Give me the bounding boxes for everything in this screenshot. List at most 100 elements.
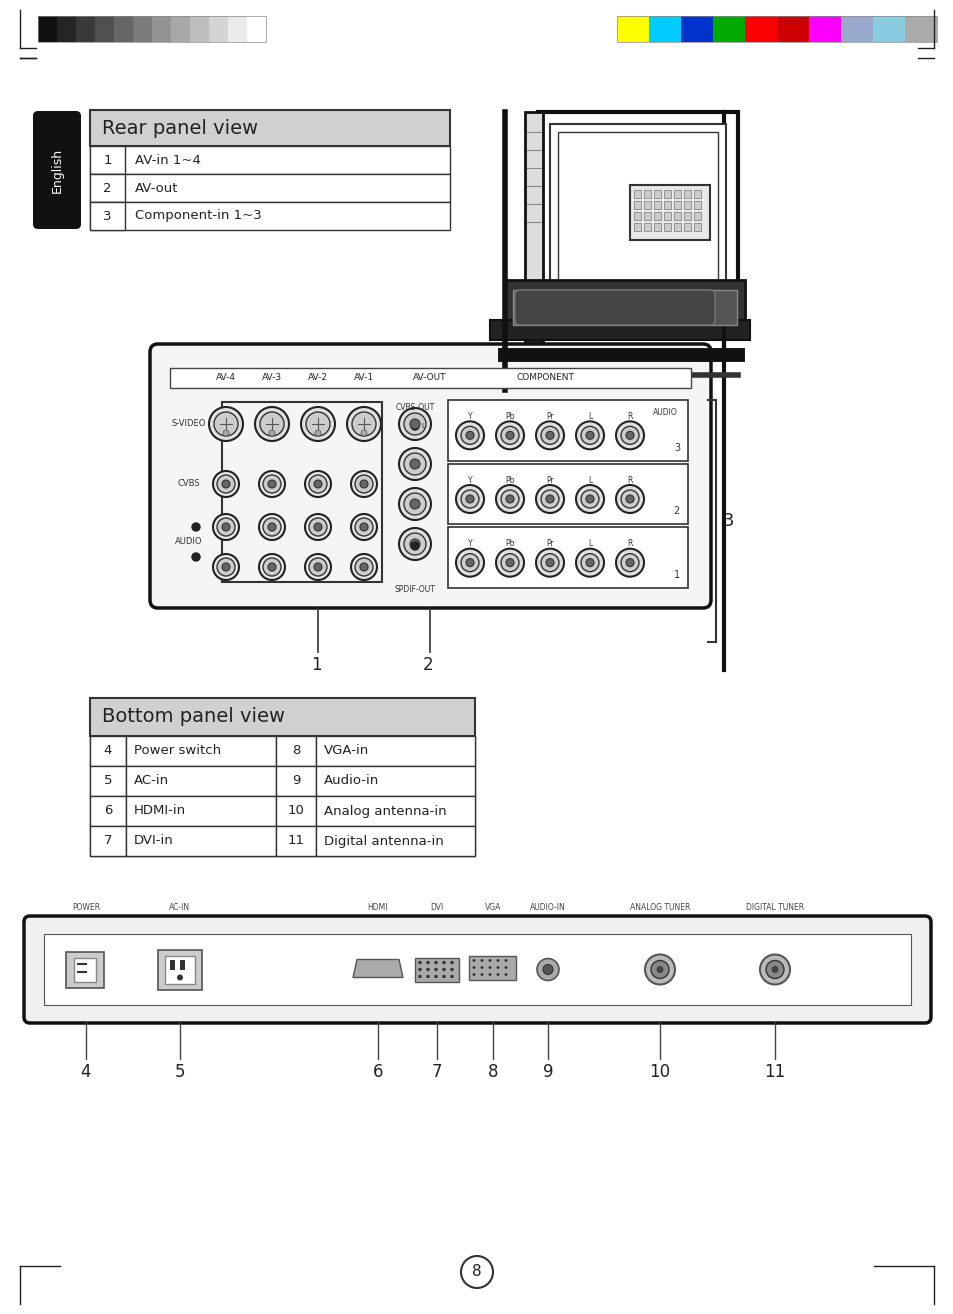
Circle shape xyxy=(497,974,498,976)
Text: AV-1: AV-1 xyxy=(354,373,374,382)
Bar xyxy=(90,736,126,766)
Circle shape xyxy=(355,518,373,536)
Text: 6: 6 xyxy=(373,1063,383,1081)
Text: 1: 1 xyxy=(103,154,112,167)
Bar xyxy=(132,16,152,42)
Circle shape xyxy=(254,407,289,442)
Bar xyxy=(152,16,171,42)
Bar xyxy=(448,464,687,524)
Circle shape xyxy=(616,549,643,577)
Circle shape xyxy=(314,480,322,487)
Circle shape xyxy=(480,974,482,976)
FancyBboxPatch shape xyxy=(150,344,710,608)
Bar xyxy=(693,191,700,198)
Bar xyxy=(654,212,660,219)
Circle shape xyxy=(500,490,518,509)
Bar xyxy=(673,201,680,209)
Circle shape xyxy=(359,480,368,487)
Bar xyxy=(38,16,57,42)
Circle shape xyxy=(473,959,475,962)
Text: HDMI: HDMI xyxy=(367,904,388,912)
Text: Y: Y xyxy=(467,476,472,485)
Bar xyxy=(315,766,475,796)
Text: 10: 10 xyxy=(649,1063,670,1081)
Bar xyxy=(126,736,275,766)
Bar xyxy=(90,827,475,855)
Circle shape xyxy=(268,480,275,487)
Bar xyxy=(448,399,687,461)
Bar xyxy=(90,146,125,173)
Circle shape xyxy=(465,431,474,439)
Text: 2: 2 xyxy=(673,506,679,516)
Circle shape xyxy=(545,431,554,439)
Bar xyxy=(683,191,690,198)
Text: VGA: VGA xyxy=(484,904,500,912)
Text: Rear panel view: Rear panel view xyxy=(102,118,258,138)
Circle shape xyxy=(585,495,594,503)
Bar xyxy=(643,223,650,231)
Bar xyxy=(524,112,542,342)
Text: 8: 8 xyxy=(292,745,300,757)
Circle shape xyxy=(192,553,200,561)
Text: 2: 2 xyxy=(422,656,433,674)
Circle shape xyxy=(580,426,598,444)
Bar xyxy=(712,16,744,42)
Circle shape xyxy=(426,961,429,964)
Circle shape xyxy=(403,493,426,515)
Bar xyxy=(469,955,516,979)
Circle shape xyxy=(213,514,239,540)
Bar xyxy=(275,827,315,855)
Circle shape xyxy=(456,485,483,512)
Bar xyxy=(683,212,690,219)
Circle shape xyxy=(650,961,668,979)
Circle shape xyxy=(496,549,523,577)
Circle shape xyxy=(442,961,445,964)
Circle shape xyxy=(460,426,478,444)
Text: Component-in 1~3: Component-in 1~3 xyxy=(135,209,261,222)
Circle shape xyxy=(536,422,563,449)
Bar xyxy=(504,280,744,335)
Circle shape xyxy=(434,975,437,978)
Bar xyxy=(247,16,266,42)
Circle shape xyxy=(263,474,281,493)
Circle shape xyxy=(411,422,418,430)
Circle shape xyxy=(398,409,431,440)
Circle shape xyxy=(410,419,419,428)
Bar xyxy=(90,827,126,855)
Circle shape xyxy=(305,555,331,579)
Circle shape xyxy=(540,490,558,509)
Text: 7: 7 xyxy=(104,834,112,848)
Bar xyxy=(617,16,648,42)
Bar xyxy=(673,191,680,198)
Bar xyxy=(663,201,670,209)
Circle shape xyxy=(760,954,789,984)
Circle shape xyxy=(576,485,603,512)
Circle shape xyxy=(625,558,634,566)
Text: DVI: DVI xyxy=(430,904,443,912)
Bar xyxy=(663,223,670,231)
Circle shape xyxy=(351,470,376,497)
Bar xyxy=(513,290,737,325)
Bar xyxy=(158,950,202,989)
Text: R: R xyxy=(627,539,632,548)
Circle shape xyxy=(442,968,445,971)
Circle shape xyxy=(505,495,514,503)
Bar xyxy=(90,796,126,827)
Circle shape xyxy=(426,968,429,971)
Bar xyxy=(558,131,718,292)
FancyBboxPatch shape xyxy=(515,290,714,325)
Circle shape xyxy=(460,490,478,509)
Circle shape xyxy=(480,959,482,962)
Bar xyxy=(190,16,209,42)
Circle shape xyxy=(403,453,426,474)
Circle shape xyxy=(268,562,275,572)
Circle shape xyxy=(359,562,368,572)
Circle shape xyxy=(616,485,643,512)
Bar xyxy=(808,16,841,42)
Circle shape xyxy=(216,518,234,536)
Text: English: English xyxy=(51,147,64,193)
Bar xyxy=(673,223,680,231)
Bar xyxy=(648,16,680,42)
Circle shape xyxy=(500,553,518,572)
Text: 5: 5 xyxy=(174,1063,185,1081)
